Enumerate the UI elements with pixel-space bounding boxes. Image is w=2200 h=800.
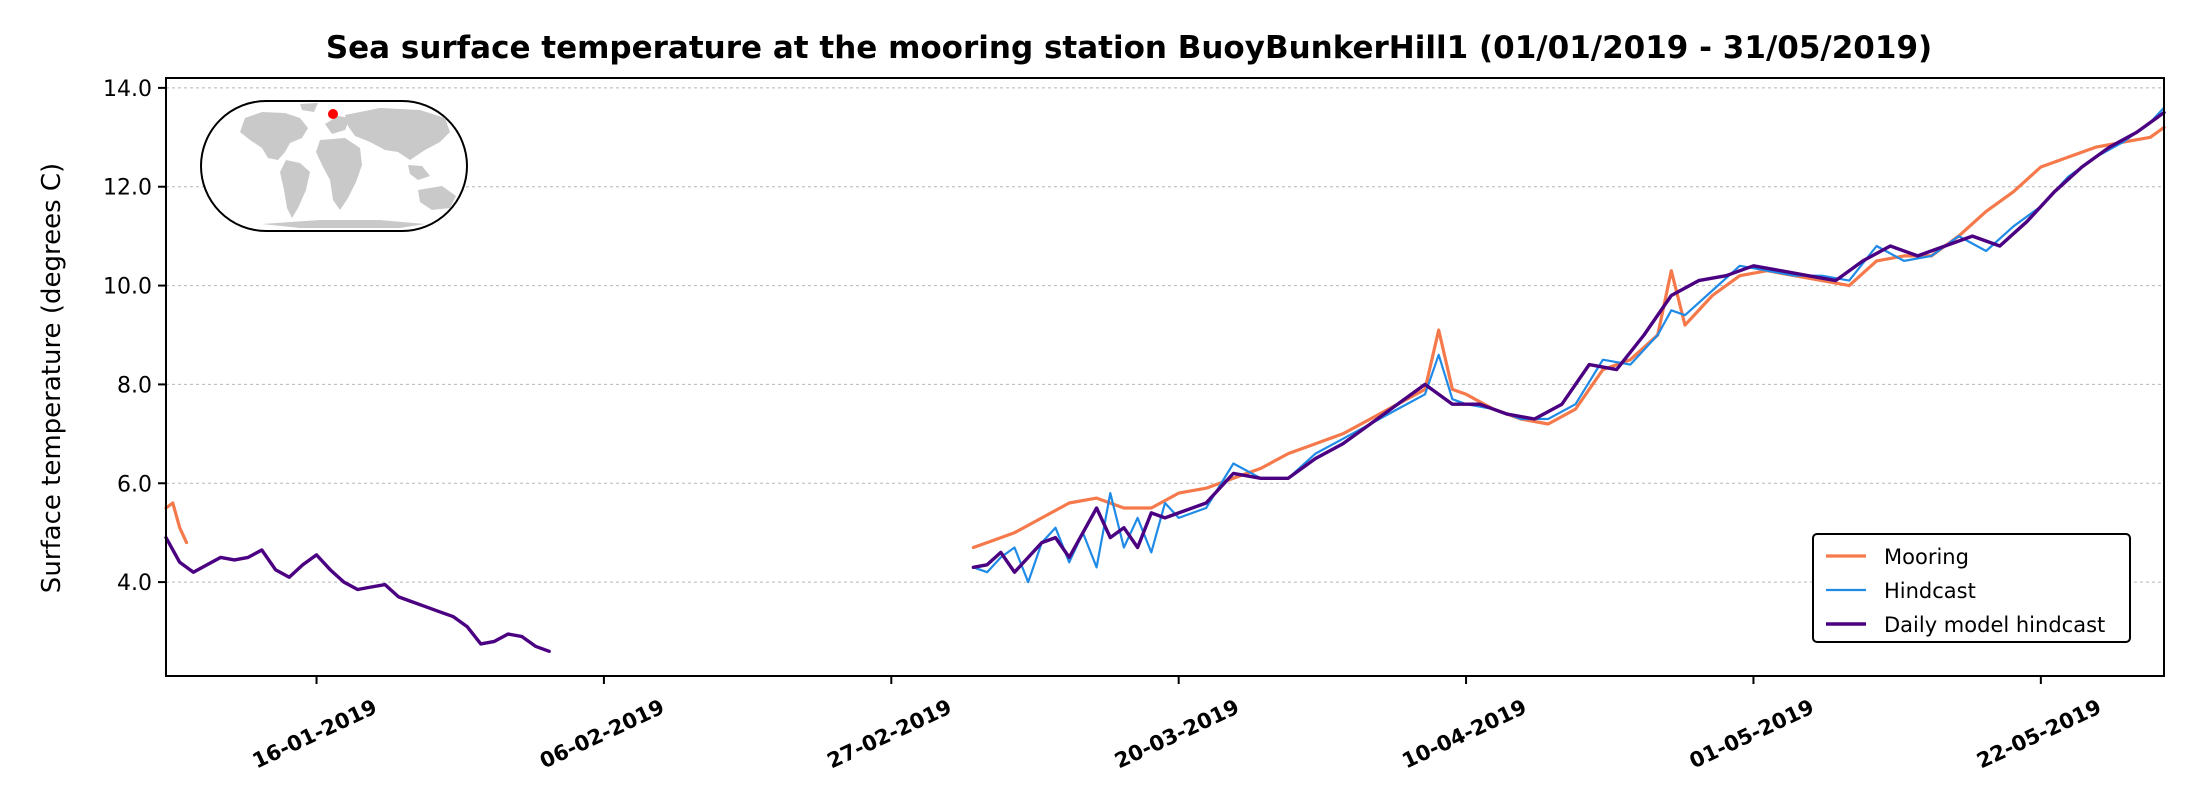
y-tick-label: 14.0 xyxy=(103,77,152,102)
world-map-inset xyxy=(200,100,468,232)
x-tick-label: 01-05-2019 xyxy=(1686,695,1818,774)
series-line-hindcast xyxy=(972,106,2166,584)
plot-frame xyxy=(165,77,2165,677)
x-tick-label: 27-02-2019 xyxy=(824,695,956,774)
series-line-daily-model-hindcast xyxy=(164,110,2166,653)
legend-box xyxy=(1812,533,2131,643)
chart-title: Sea surface temperature at the mooring s… xyxy=(326,30,1932,66)
world-map-land xyxy=(240,103,456,228)
x-tick-label: 10-04-2019 xyxy=(1398,695,1530,774)
y-tick-label: 4.0 xyxy=(117,571,152,596)
series-lines xyxy=(164,106,2166,653)
y-tick-label: 10.0 xyxy=(103,275,152,300)
x-tick-label: 16-01-2019 xyxy=(249,695,381,774)
x-tick-label: 20-03-2019 xyxy=(1111,695,1243,774)
station-location-marker xyxy=(328,109,338,119)
legend: Mooring Hindcast Daily model hindcast xyxy=(1812,533,2131,643)
y-tick-label: 6.0 xyxy=(117,472,152,497)
y-axis-label: Surface temperature (degrees C) xyxy=(37,163,67,593)
legend-label: Mooring xyxy=(1884,545,1969,569)
y-tick-label: 8.0 xyxy=(117,373,152,398)
legend-label: Hindcast xyxy=(1884,579,1976,603)
series-line-mooring xyxy=(164,125,2166,550)
legend-label: Daily model hindcast xyxy=(1884,613,2105,637)
x-tick-label: 22-05-2019 xyxy=(1973,695,2105,774)
y-tick-label: 12.0 xyxy=(103,176,152,201)
x-tick-label: 06-02-2019 xyxy=(536,695,668,774)
